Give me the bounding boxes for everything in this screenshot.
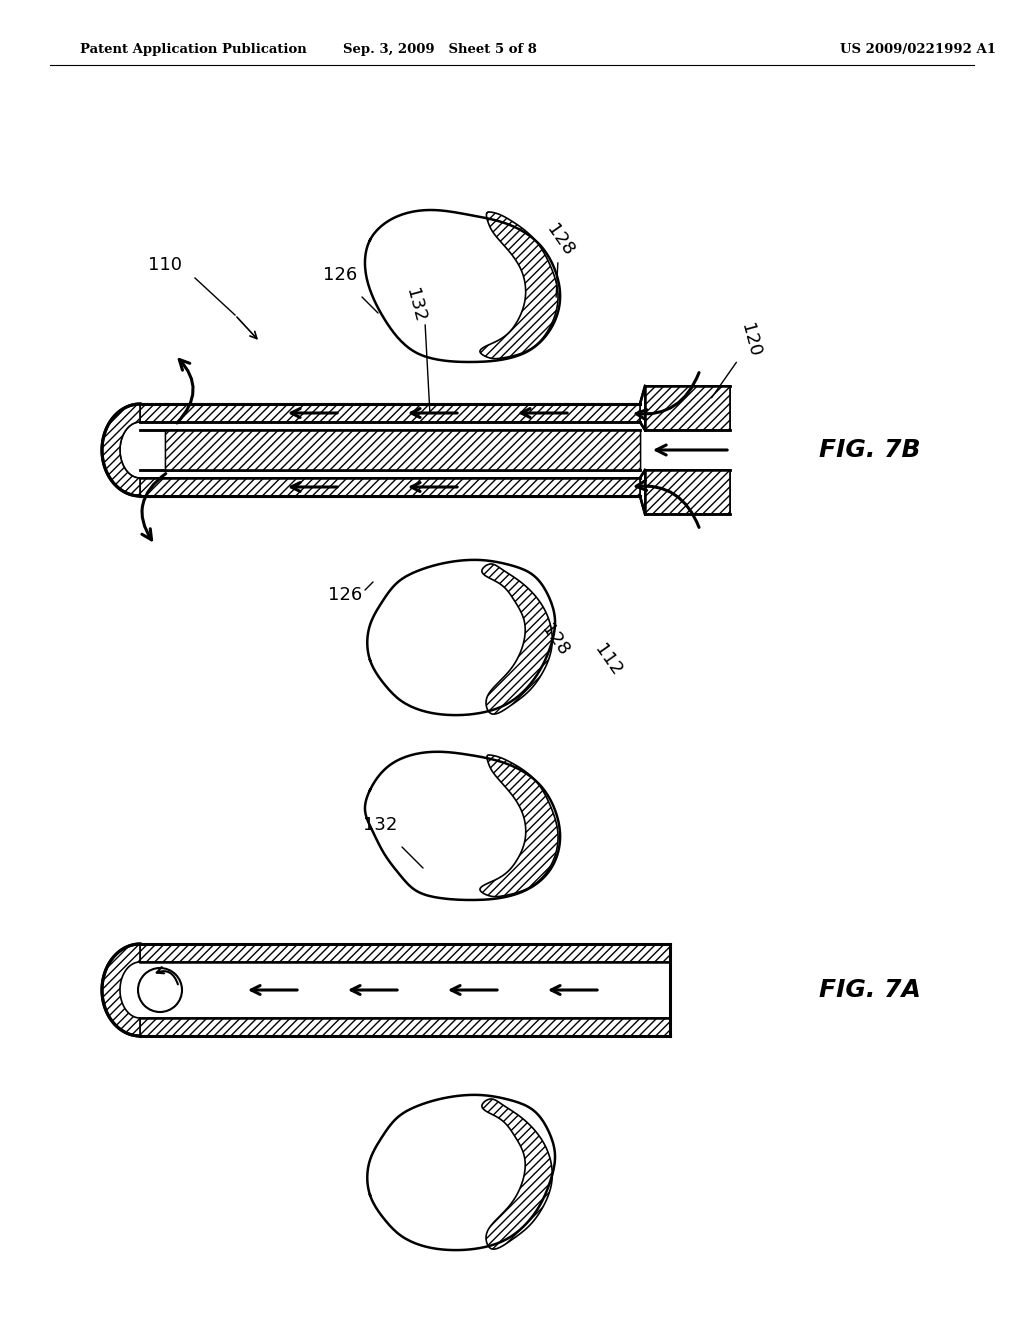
Polygon shape (135, 403, 642, 498)
Polygon shape (140, 404, 640, 422)
Text: 128: 128 (538, 620, 572, 659)
Text: 120: 120 (737, 321, 763, 359)
Polygon shape (140, 404, 640, 422)
Text: 128: 128 (543, 220, 578, 259)
Polygon shape (645, 385, 730, 430)
Polygon shape (102, 404, 140, 496)
Polygon shape (645, 470, 730, 513)
Text: US 2009/0221992 A1: US 2009/0221992 A1 (840, 44, 996, 57)
Text: Sep. 3, 2009   Sheet 5 of 8: Sep. 3, 2009 Sheet 5 of 8 (343, 44, 537, 57)
Text: 132: 132 (362, 816, 397, 834)
Polygon shape (165, 430, 640, 470)
Text: 132: 132 (401, 286, 428, 323)
Text: FIG. 7B: FIG. 7B (819, 438, 921, 462)
Polygon shape (102, 404, 140, 496)
Polygon shape (140, 478, 640, 496)
Text: 126: 126 (323, 267, 357, 284)
Text: 112: 112 (591, 640, 626, 680)
Polygon shape (645, 470, 730, 513)
Polygon shape (165, 430, 640, 470)
Text: FIG. 7A: FIG. 7A (819, 978, 921, 1002)
Polygon shape (482, 564, 552, 714)
Polygon shape (645, 385, 730, 430)
Polygon shape (482, 1100, 552, 1249)
Text: Patent Application Publication: Patent Application Publication (80, 44, 307, 57)
Polygon shape (140, 944, 670, 962)
Polygon shape (102, 944, 140, 1036)
Polygon shape (140, 478, 640, 496)
Polygon shape (480, 213, 558, 359)
Text: 110: 110 (148, 256, 182, 275)
Polygon shape (480, 755, 558, 896)
Polygon shape (135, 942, 672, 1038)
Text: 126: 126 (328, 586, 362, 605)
Polygon shape (140, 1018, 670, 1036)
